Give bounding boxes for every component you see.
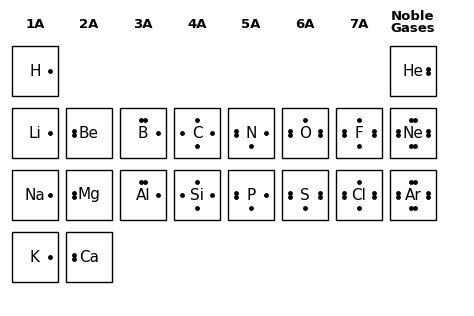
Text: 2A: 2A xyxy=(79,18,99,31)
Bar xyxy=(282,170,328,220)
Text: Cl: Cl xyxy=(352,187,366,203)
Bar xyxy=(390,170,436,220)
Bar xyxy=(336,170,382,220)
Bar xyxy=(120,108,166,158)
Bar xyxy=(174,108,220,158)
Bar xyxy=(282,108,328,158)
Bar xyxy=(120,170,166,220)
Bar xyxy=(390,46,436,96)
Text: B: B xyxy=(138,125,148,141)
Bar xyxy=(12,170,58,220)
Bar xyxy=(390,108,436,158)
Text: 6A: 6A xyxy=(295,18,315,31)
Text: Ne: Ne xyxy=(402,125,423,141)
Bar xyxy=(66,232,112,282)
Bar xyxy=(12,108,58,158)
Bar xyxy=(228,170,274,220)
Text: Si: Si xyxy=(190,187,204,203)
Text: Na: Na xyxy=(25,187,46,203)
Bar xyxy=(66,108,112,158)
Text: F: F xyxy=(355,125,364,141)
Text: Be: Be xyxy=(79,125,99,141)
Text: 5A: 5A xyxy=(241,18,261,31)
Bar xyxy=(336,108,382,158)
Text: Noble: Noble xyxy=(391,10,435,23)
Text: 3A: 3A xyxy=(133,18,153,31)
Bar xyxy=(174,170,220,220)
Text: He: He xyxy=(402,64,423,78)
Text: 1A: 1A xyxy=(25,18,45,31)
Text: Li: Li xyxy=(28,125,41,141)
Text: Mg: Mg xyxy=(78,187,100,203)
Bar xyxy=(12,46,58,96)
Bar xyxy=(66,170,112,220)
Text: Al: Al xyxy=(136,187,150,203)
Text: K: K xyxy=(30,250,40,264)
Text: C: C xyxy=(191,125,202,141)
Text: H: H xyxy=(29,64,41,78)
Text: N: N xyxy=(246,125,257,141)
Text: O: O xyxy=(299,125,311,141)
Bar xyxy=(12,232,58,282)
Text: 7A: 7A xyxy=(349,18,369,31)
Text: Ar: Ar xyxy=(405,187,421,203)
Text: 4A: 4A xyxy=(187,18,207,31)
Bar xyxy=(228,108,274,158)
Text: S: S xyxy=(300,187,310,203)
Text: Ca: Ca xyxy=(79,250,99,264)
Text: Gases: Gases xyxy=(391,22,435,35)
Text: P: P xyxy=(246,187,255,203)
